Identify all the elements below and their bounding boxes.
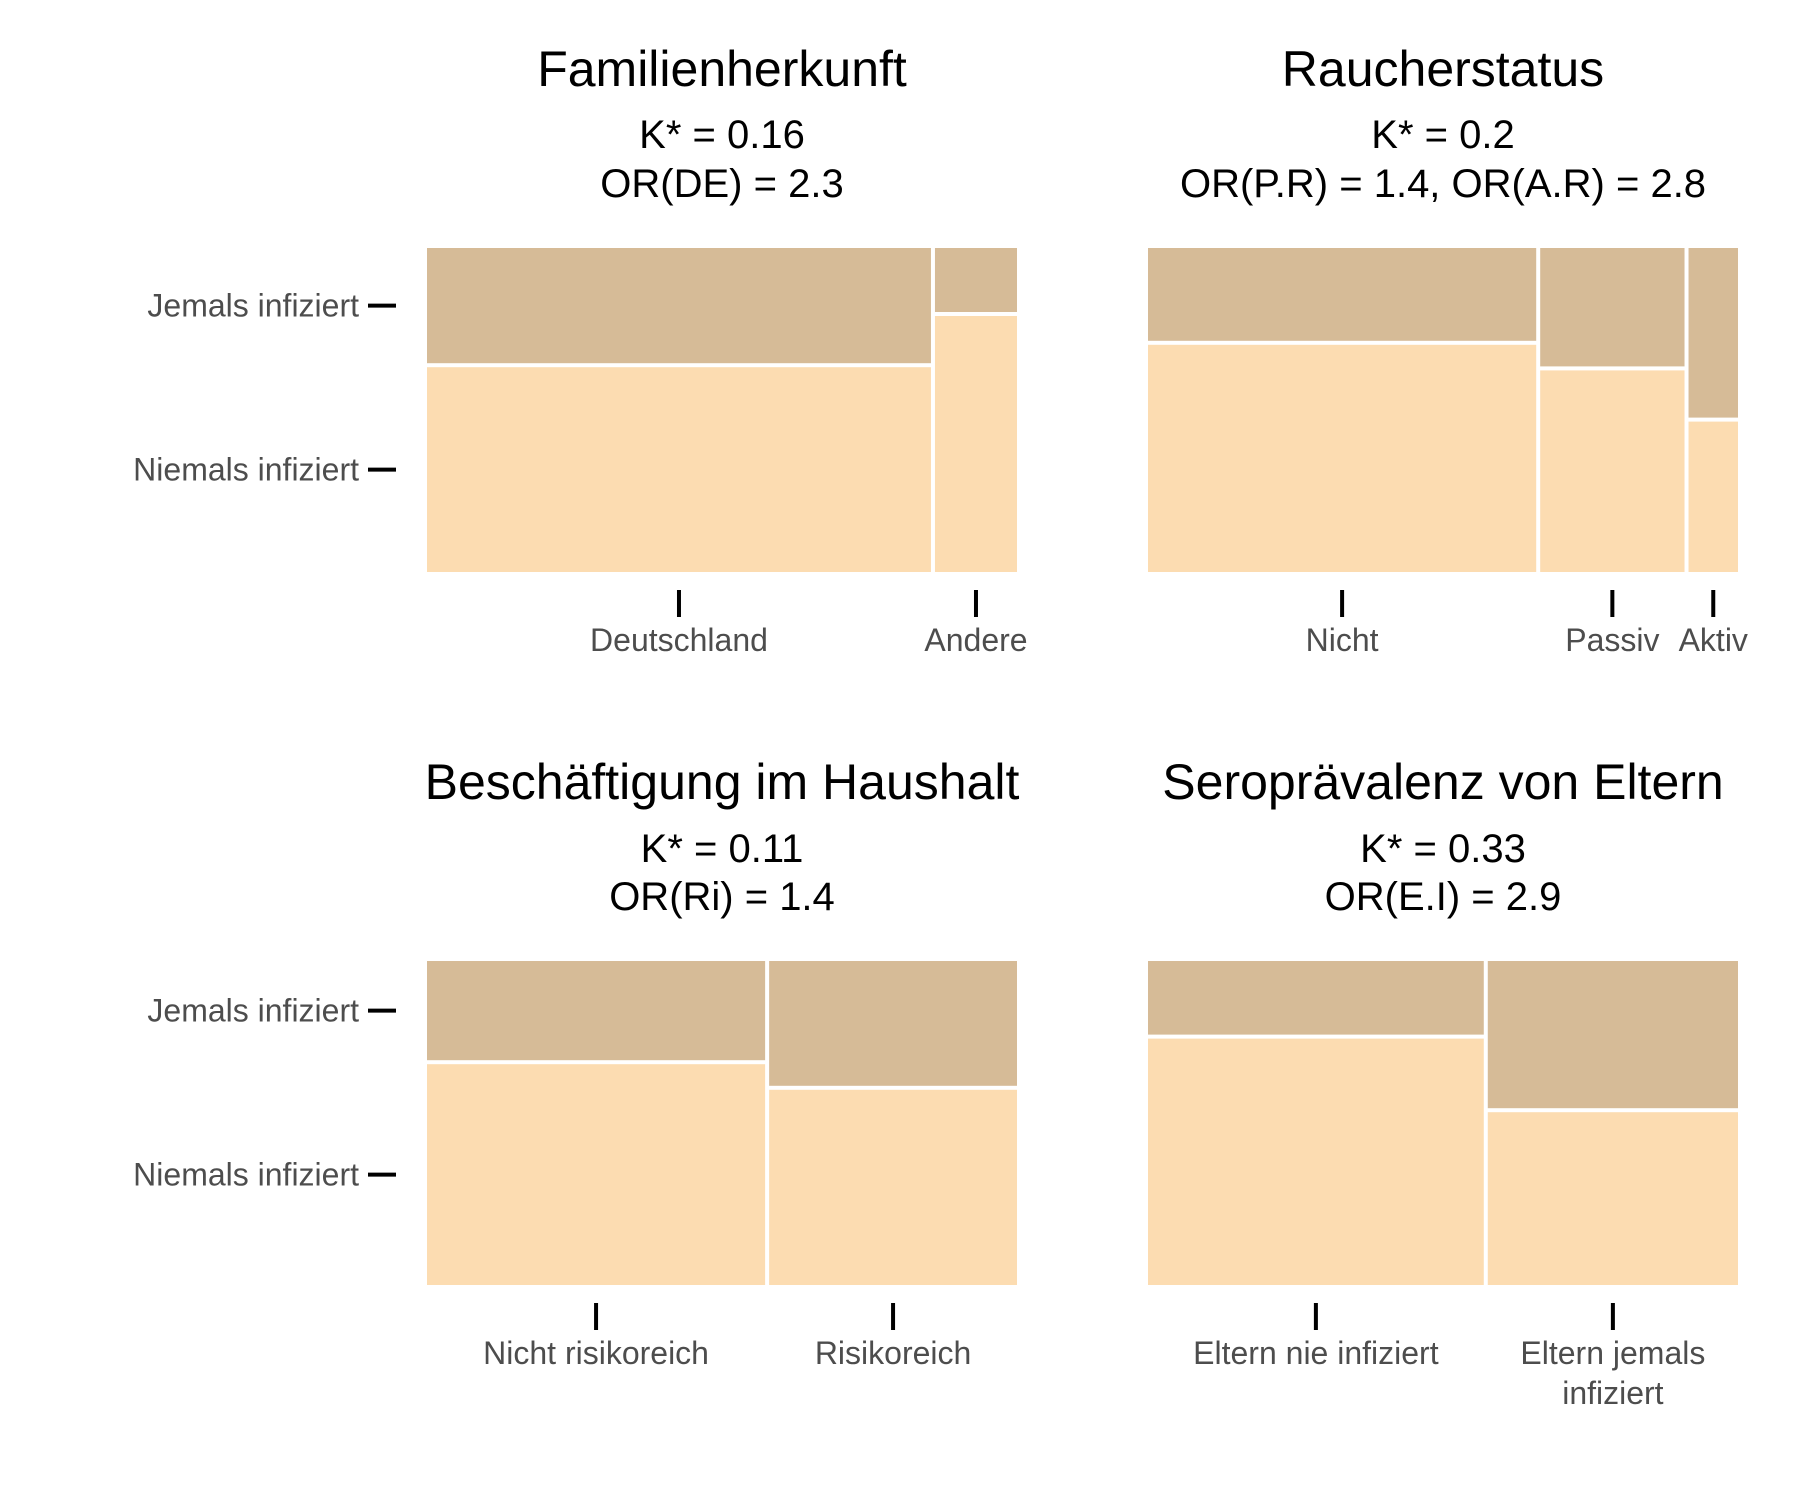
mosaic-tile-ever-infected [427,248,931,364]
mosaic-panel: Familienherkunft K* = 0.16 OR(DE) = 2.3 Deu… [133,41,1027,658]
mosaic-tile-never-infected [934,316,1017,572]
panel-subtitle: K* = 0.33 [1360,827,1526,871]
panel-title: Beschäftigung im Haushalt [425,754,1020,810]
y-tick-label: Niemals infiziert [133,1157,359,1193]
x-tick-label: Eltern nie infiziert [1193,1335,1439,1371]
mosaic-panel: Beschäftigung im Haushalt K* = 0.11OR(Ri)… [133,754,1019,1371]
mosaic-tile-never-infected [1148,344,1537,572]
x-tick-label: Nicht risikoreich [483,1335,709,1371]
panel-subtitle: OR(DE) = 2.3 [600,162,843,206]
panel-subtitle: K* = 0.11 [641,827,804,871]
mosaic-tile-never-infected [1148,1038,1484,1285]
panel-subtitle: K* = 0.2 [1371,113,1514,157]
x-tick-label: infiziert [1562,1375,1663,1411]
x-tick-label: Risikoreich [815,1335,971,1371]
mosaic-tile-never-infected [427,1064,766,1285]
mosaic-tile-ever-infected [769,961,1017,1086]
mosaic-tile-ever-infected [427,961,766,1061]
mosaic-panel: Seroprävalenz von Eltern K* = 0.33OR(E.I)… [1148,754,1738,1411]
mosaic-tile-never-infected [1540,370,1685,572]
x-tick-label: Eltern jemals [1520,1335,1705,1371]
y-tick-label: Jemals infiziert [147,288,359,324]
panel-subtitle: K* = 0.16 [639,113,805,157]
panel-title: Familienherkunft [537,41,907,97]
panel-subtitle: OR(P.R) = 1.4, OR(A.R) = 2.8 [1180,162,1706,206]
x-tick-label: Passiv [1565,622,1659,658]
mosaic-tile-never-infected [427,367,931,572]
mosaic-tile-ever-infected [1148,248,1537,341]
mosaic-tile-ever-infected [1487,961,1738,1109]
panel-title: Raucherstatus [1282,41,1604,97]
mosaic-panel: Raucherstatus K* = 0.2 OR(P.R) = 1.4, OR(A… [1148,41,1748,658]
panel-title: Seroprävalenz von Eltern [1162,754,1723,810]
panel-subtitle: OR(Ri) = 1.4 [609,875,835,919]
y-tick-label: Jemals infiziert [147,993,359,1029]
mosaic-tile-never-infected [769,1089,1017,1285]
panel-subtitle: OR(E.I) = 2.9 [1325,875,1562,919]
mosaic-tile-never-infected [1487,1112,1738,1285]
y-tick-label: Niemals infiziert [133,452,359,488]
mosaic-tile-ever-infected [1148,961,1484,1035]
x-tick-label: Nicht [1306,622,1379,658]
x-tick-label: Deutschland [590,622,768,658]
x-tick-label: Andere [924,622,1027,658]
mosaic-tile-ever-infected [934,248,1017,312]
mosaic-tile-ever-infected [1688,248,1738,418]
mosaic-tile-never-infected [1688,421,1738,572]
mosaic-tile-ever-infected [1540,248,1685,367]
x-tick-label: Aktiv [1679,622,1748,658]
